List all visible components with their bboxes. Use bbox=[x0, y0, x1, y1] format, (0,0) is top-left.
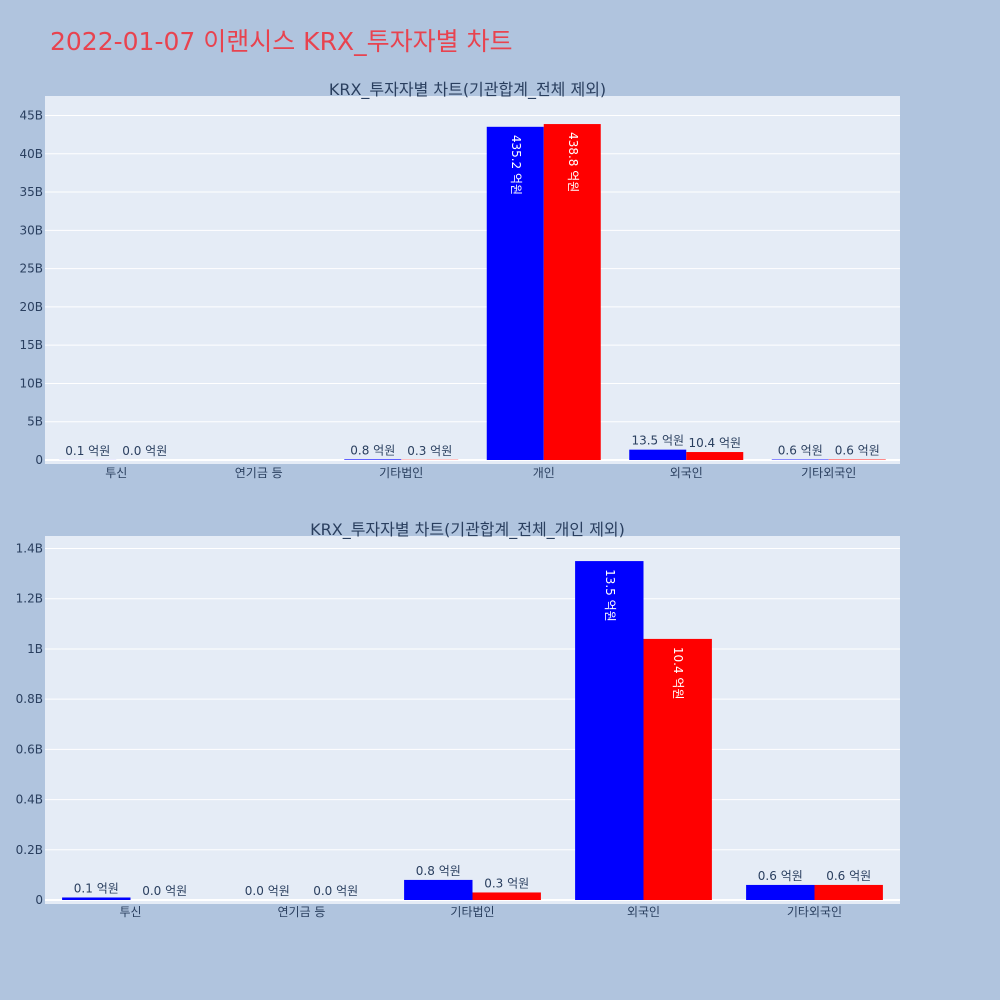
bar bbox=[643, 638, 712, 900]
x-tick-label: 외국인 bbox=[670, 466, 703, 480]
x-tick-label: 연기금 등 bbox=[235, 466, 283, 480]
data-label: 0.1 억원 bbox=[74, 881, 119, 895]
data-label: 0.6 억원 bbox=[778, 444, 823, 458]
bar bbox=[404, 879, 473, 900]
data-label: 0.1 억원 bbox=[65, 444, 110, 458]
data-label: 10.4 억원 bbox=[688, 436, 741, 450]
bar bbox=[629, 449, 687, 460]
bar bbox=[472, 892, 541, 900]
bar bbox=[344, 459, 402, 460]
y-tick-label: 0.8B bbox=[16, 692, 43, 706]
data-label: 0.0 억원 bbox=[142, 884, 187, 898]
y-tick-label: 0.2B bbox=[16, 843, 43, 857]
chart-1: 0 5B 10B 15B 20B 25B 30B 35B 40B 45B KRX_투자자별 차트(기… bbox=[19, 80, 900, 480]
data-label: 0.0 억원 bbox=[313, 884, 358, 898]
plot-area bbox=[45, 536, 900, 904]
data-label: 0.0 억원 bbox=[245, 884, 290, 898]
y-tick-label: 0.6B bbox=[16, 742, 43, 756]
chart-title: KRX_투자자별 차트(기관합계_전체_개인 제외) bbox=[310, 520, 625, 540]
y-tick-label: 25B bbox=[19, 262, 43, 276]
y-tick-label: 5B bbox=[27, 415, 43, 429]
y-tick-label: 10B bbox=[19, 376, 43, 390]
x-tick-label: 기타법인 bbox=[379, 466, 423, 480]
data-label: 0.6 억원 bbox=[758, 869, 803, 883]
data-label: 0.6 억원 bbox=[826, 869, 871, 883]
chart-title: KRX_투자자별 차트(기관합계_전체 제외) bbox=[329, 80, 606, 100]
data-label: 13.5 억원 bbox=[631, 434, 684, 448]
y-tick-label: 1.4B bbox=[16, 542, 43, 556]
y-tick-label: 30B bbox=[19, 223, 43, 237]
plot-area bbox=[45, 96, 900, 464]
x-tick-label: 기타외국인 bbox=[787, 905, 842, 919]
data-label: 0.0 억원 bbox=[122, 444, 167, 458]
page-title: 2022-01-07 이랜시스 KRX_투자자별 차트 bbox=[50, 27, 513, 56]
chart-2: 0 0.2B 0.4B 0.6B 0.8B 1B 1.2B 1.4B KRX_투자자별 차트(기… bbox=[16, 520, 900, 919]
x-tick-label: 기타법인 bbox=[450, 905, 494, 919]
bar bbox=[575, 561, 644, 900]
y-tick-label: 45B bbox=[19, 108, 43, 122]
y-tick-label: 0 bbox=[35, 893, 43, 907]
data-label: 0.8 억원 bbox=[416, 864, 461, 878]
y-tick-label: 15B bbox=[19, 338, 43, 352]
data-label: 0.3 억원 bbox=[484, 876, 529, 890]
bar bbox=[814, 884, 883, 900]
data-label: 0.3 억원 bbox=[407, 444, 452, 458]
data-label: 0.8 억원 bbox=[350, 443, 395, 457]
data-label: 13.5 억원 bbox=[603, 569, 617, 622]
y-tick-label: 40B bbox=[19, 147, 43, 161]
bar bbox=[486, 126, 544, 460]
x-tick-label: 기타외국인 bbox=[801, 466, 856, 480]
bar bbox=[686, 452, 744, 460]
y-tick-label: 1B bbox=[27, 642, 43, 656]
x-tick-label: 투신 bbox=[105, 466, 127, 480]
data-label: 438.8 억원 bbox=[566, 132, 580, 192]
data-label: 435.2 억원 bbox=[509, 135, 523, 195]
y-tick-label: 35B bbox=[19, 185, 43, 199]
bar bbox=[543, 124, 601, 460]
x-tick-label: 투신 bbox=[119, 905, 141, 919]
x-tick-label: 외국인 bbox=[627, 905, 660, 919]
y-tick-label: 20B bbox=[19, 300, 43, 314]
bar bbox=[746, 884, 815, 900]
y-tick-label: 0 bbox=[35, 453, 43, 467]
y-tick-label: 0.4B bbox=[16, 793, 43, 807]
bar bbox=[62, 897, 131, 900]
data-label: 10.4 억원 bbox=[671, 647, 685, 700]
x-tick-label: 개인 bbox=[533, 466, 555, 480]
y-tick-label: 1.2B bbox=[16, 592, 43, 606]
data-label: 0.6 억원 bbox=[835, 444, 880, 458]
x-tick-label: 연기금 등 bbox=[278, 905, 326, 919]
